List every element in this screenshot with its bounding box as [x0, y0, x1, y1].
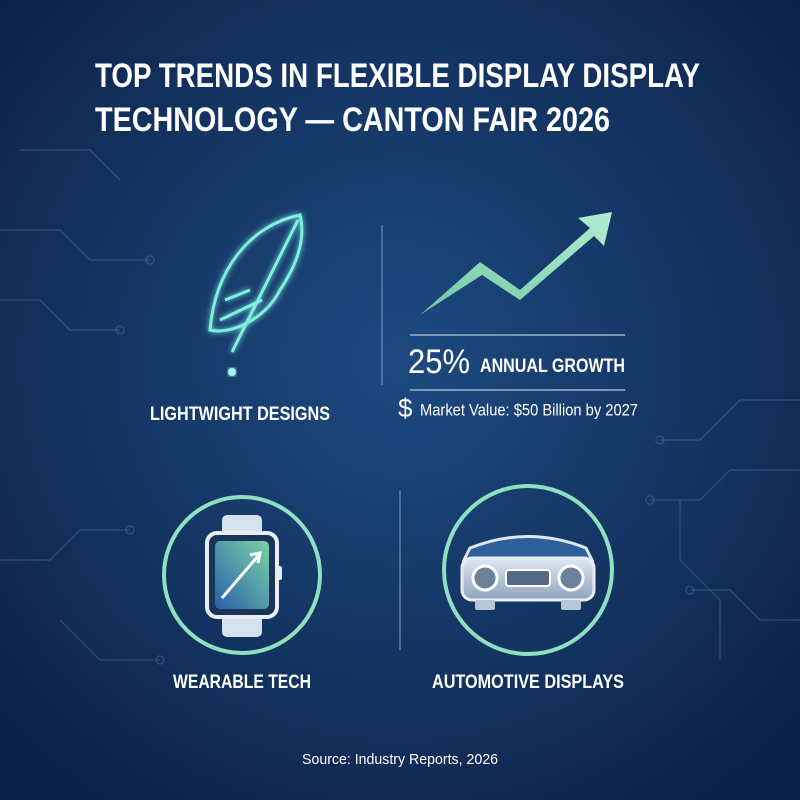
- icon-circle: [162, 495, 322, 655]
- car-icon: [461, 535, 595, 562]
- car-icon: [557, 564, 585, 592]
- circuit-decoration: [660, 399, 800, 441]
- market-detail: Market Value: $50 Billion by 2027: [420, 400, 638, 419]
- circuit-decoration: [655, 435, 665, 445]
- icon-circle: [442, 484, 614, 656]
- watch-icon: [220, 551, 262, 599]
- currency-symbol: $: [398, 393, 413, 423]
- circuit-decoration: [0, 299, 120, 331]
- feather-icon: [230, 219, 300, 353]
- circuit-decoration: [650, 469, 800, 501]
- watch-icon: [277, 566, 282, 580]
- circuit-decoration: [0, 149, 800, 665]
- circuit-decoration: [685, 585, 695, 595]
- circuit-decoration: [115, 325, 125, 335]
- panel-label: WEARABLE TECH: [173, 672, 311, 693]
- circuit-decoration: [0, 229, 150, 261]
- feather-icon: [219, 288, 263, 322]
- circuit-decoration: [125, 525, 135, 535]
- panel-label: LIGHTWIGHT DESIGNS: [150, 404, 330, 425]
- title-line: TOP TRENDS IN FLEXIBLE DISPLAY DISPLAY: [95, 57, 700, 95]
- circuit-decoration: [679, 500, 721, 660]
- growth-arrow: [420, 212, 612, 315]
- source-note: Source: Industry Reports, 2026: [302, 751, 498, 768]
- car-icon: [505, 569, 551, 587]
- car-icon: [561, 600, 581, 610]
- circuit-decoration: [645, 495, 655, 505]
- car-icon: [475, 600, 495, 610]
- circuit-decoration: [0, 529, 130, 561]
- car-icon: [460, 535, 596, 610]
- watch-icon: [205, 515, 282, 637]
- stat-label: ANNUAL GROWTH: [480, 356, 625, 377]
- title-line: TECHNOLOGY — CANTON FAIR 2026: [95, 101, 610, 139]
- feather-icon: [208, 213, 304, 353]
- feather-glow-dot: [228, 368, 236, 376]
- stat-value: 25%: [408, 343, 470, 381]
- circuit-decoration: [145, 255, 155, 265]
- circuit-decoration: [20, 149, 121, 181]
- circuit-decoration: [155, 655, 165, 665]
- panel-label: AUTOMOTIVE DISPLAYS: [432, 672, 624, 693]
- car-icon: [471, 564, 499, 592]
- feather-icon: [208, 213, 304, 333]
- circuit-decoration: [59, 619, 160, 661]
